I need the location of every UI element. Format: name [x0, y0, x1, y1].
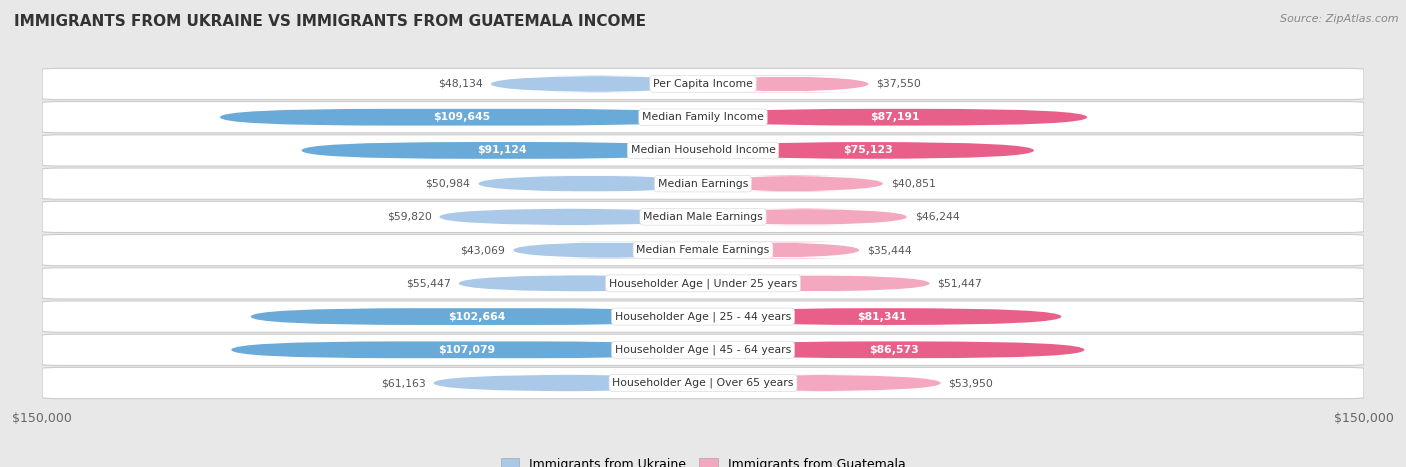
Text: $48,134: $48,134: [439, 79, 484, 89]
FancyBboxPatch shape: [42, 334, 1364, 365]
FancyBboxPatch shape: [42, 135, 1364, 166]
Text: $43,069: $43,069: [460, 245, 505, 255]
FancyBboxPatch shape: [42, 301, 1364, 332]
FancyBboxPatch shape: [42, 168, 1364, 199]
FancyBboxPatch shape: [231, 341, 703, 358]
Text: Householder Age | Over 65 years: Householder Age | Over 65 years: [612, 378, 794, 388]
FancyBboxPatch shape: [703, 142, 1033, 159]
FancyBboxPatch shape: [42, 201, 1364, 233]
FancyBboxPatch shape: [42, 234, 1364, 266]
FancyBboxPatch shape: [703, 308, 1062, 325]
FancyBboxPatch shape: [301, 142, 703, 159]
FancyBboxPatch shape: [703, 341, 1084, 358]
Text: Median Family Income: Median Family Income: [643, 112, 763, 122]
Text: Median Earnings: Median Earnings: [658, 179, 748, 189]
FancyBboxPatch shape: [42, 102, 1364, 133]
Text: Source: ZipAtlas.com: Source: ZipAtlas.com: [1281, 14, 1399, 24]
FancyBboxPatch shape: [250, 308, 703, 325]
Text: Householder Age | Under 25 years: Householder Age | Under 25 years: [609, 278, 797, 289]
Text: Householder Age | 45 - 64 years: Householder Age | 45 - 64 years: [614, 345, 792, 355]
Text: $91,124: $91,124: [478, 145, 527, 156]
Text: $59,820: $59,820: [387, 212, 432, 222]
FancyBboxPatch shape: [440, 208, 703, 225]
Text: $53,950: $53,950: [949, 378, 994, 388]
FancyBboxPatch shape: [433, 375, 703, 391]
Text: $87,191: $87,191: [870, 112, 920, 122]
FancyBboxPatch shape: [693, 242, 870, 259]
FancyBboxPatch shape: [703, 175, 883, 192]
Text: Householder Age | 25 - 44 years: Householder Age | 25 - 44 years: [614, 311, 792, 322]
Text: Median Female Earnings: Median Female Earnings: [637, 245, 769, 255]
FancyBboxPatch shape: [42, 68, 1364, 99]
FancyBboxPatch shape: [478, 175, 703, 192]
Legend: Immigrants from Ukraine, Immigrants from Guatemala: Immigrants from Ukraine, Immigrants from…: [496, 453, 910, 467]
FancyBboxPatch shape: [703, 375, 941, 391]
FancyBboxPatch shape: [703, 275, 929, 292]
Text: $75,123: $75,123: [844, 145, 893, 156]
FancyBboxPatch shape: [513, 242, 703, 259]
Text: $35,444: $35,444: [868, 245, 912, 255]
FancyBboxPatch shape: [458, 275, 703, 292]
Text: $51,447: $51,447: [938, 278, 983, 288]
Text: Median Household Income: Median Household Income: [630, 145, 776, 156]
FancyBboxPatch shape: [219, 109, 703, 126]
FancyBboxPatch shape: [491, 76, 703, 92]
Text: $109,645: $109,645: [433, 112, 491, 122]
Text: $61,163: $61,163: [381, 378, 426, 388]
FancyBboxPatch shape: [703, 109, 1087, 126]
Text: $55,447: $55,447: [406, 278, 451, 288]
Text: $46,244: $46,244: [915, 212, 959, 222]
Text: $50,984: $50,984: [426, 179, 471, 189]
Text: $40,851: $40,851: [891, 179, 936, 189]
FancyBboxPatch shape: [702, 76, 870, 92]
FancyBboxPatch shape: [42, 268, 1364, 299]
Text: $107,079: $107,079: [439, 345, 496, 355]
Text: $86,573: $86,573: [869, 345, 918, 355]
Text: IMMIGRANTS FROM UKRAINE VS IMMIGRANTS FROM GUATEMALA INCOME: IMMIGRANTS FROM UKRAINE VS IMMIGRANTS FR…: [14, 14, 647, 29]
Text: Median Male Earnings: Median Male Earnings: [643, 212, 763, 222]
FancyBboxPatch shape: [703, 208, 907, 225]
FancyBboxPatch shape: [42, 368, 1364, 399]
Text: Per Capita Income: Per Capita Income: [652, 79, 754, 89]
Text: $81,341: $81,341: [858, 311, 907, 322]
Text: $102,664: $102,664: [449, 311, 506, 322]
Text: $37,550: $37,550: [876, 79, 921, 89]
